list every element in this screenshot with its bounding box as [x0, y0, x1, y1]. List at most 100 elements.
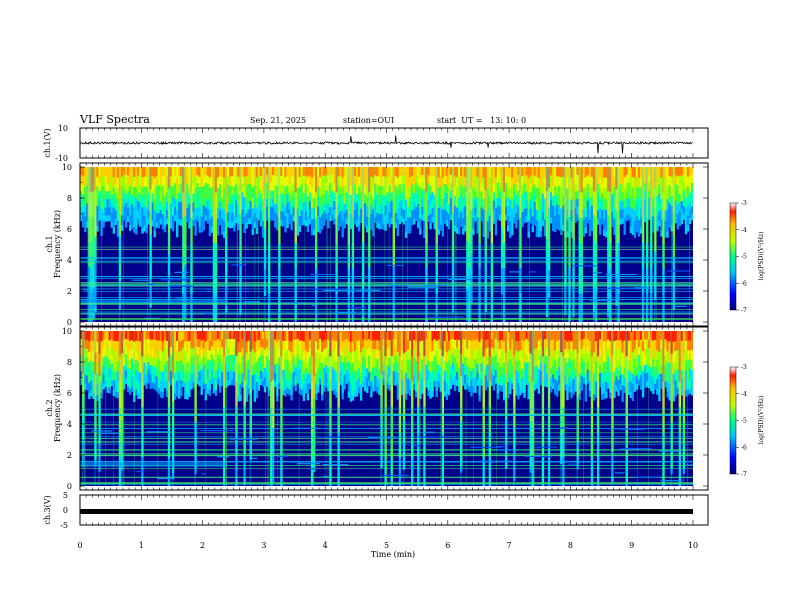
spectrogram-cell	[429, 382, 432, 393]
spectrogram-cell	[323, 184, 326, 194]
spectrogram-cell	[462, 167, 465, 178]
spectrogram-cell	[529, 271, 537, 273]
spectrogram-cell	[406, 167, 410, 178]
spectrogram-cell	[519, 369, 522, 380]
spectrogram-cell	[282, 193, 285, 204]
spectrogram-cell	[458, 340, 461, 350]
spectrogram-cell	[564, 190, 567, 215]
spectrogram-cell	[243, 216, 246, 228]
spectrogram-cell	[596, 381, 600, 408]
spectrogram-cell	[594, 293, 598, 320]
spectrogram-cell	[212, 387, 216, 394]
spectrogram-cell	[145, 382, 148, 389]
spectrogram-cell	[98, 214, 101, 221]
spectrogram-cell	[613, 381, 616, 393]
spectrogram-cell	[257, 357, 261, 368]
spectrogram-cell	[321, 214, 324, 224]
spectrogram-cell	[145, 217, 148, 228]
spectrogram-cell	[110, 167, 113, 177]
spectrogram-cell	[682, 468, 686, 474]
spectrogram-cell	[586, 192, 590, 201]
spectrogram-cell	[274, 339, 277, 349]
spectrogram-cell	[619, 201, 622, 211]
spectrogram-cell	[96, 373, 99, 385]
spectrogram-cell	[110, 380, 113, 387]
spectrogram-cell	[605, 188, 608, 200]
spectrogram-cell	[427, 331, 430, 342]
spectrogram-cell	[190, 217, 193, 244]
spectrogram-cell	[515, 222, 518, 229]
spectrogram-cell	[272, 428, 275, 453]
spectrogram-cell	[586, 183, 590, 193]
spectrogram-cell	[165, 209, 169, 219]
spectrogram-cell	[662, 293, 665, 320]
spectrogram-burst	[82, 331, 84, 486]
spectrogram-cell	[306, 206, 310, 217]
spectrogram-cell	[366, 206, 369, 217]
spectrogram-cell	[194, 229, 197, 236]
spectrogram-cell	[496, 174, 500, 183]
spectrogram-cell	[643, 167, 647, 176]
spectrogram-cell	[511, 208, 514, 220]
spectrogram-cell	[660, 209, 663, 221]
spectrogram-cell	[392, 355, 395, 364]
spectrogram-cell	[143, 355, 146, 364]
spectrogram-cell	[233, 205, 236, 217]
spectrogram-cell	[433, 223, 436, 230]
spectrogram-cell	[347, 371, 351, 382]
spectrogram-cell	[433, 347, 436, 357]
spectrogram-cell	[80, 167, 83, 176]
spectrogram-cell	[116, 188, 120, 200]
spectrogram-cell	[161, 371, 165, 383]
spectrogram-cell	[646, 331, 649, 340]
spectrogram-cell	[214, 380, 218, 391]
spectrogram-cell	[672, 281, 675, 305]
spectrogram-cell	[494, 177, 498, 189]
spectrogram-cell	[171, 176, 175, 187]
spectrogram-cell	[562, 432, 565, 458]
spectrogram-cell	[110, 355, 113, 365]
spectrogram-cell	[235, 217, 238, 224]
spectrogram-cell	[345, 354, 348, 363]
spectrogram-cell	[413, 167, 416, 176]
spectrogram-cell	[574, 340, 577, 350]
spectrogram-cell	[380, 352, 383, 375]
spectrogram-cell	[194, 187, 197, 199]
ch1-waveform-line	[79, 135, 693, 154]
spectrogram-cell	[690, 340, 693, 351]
spectrogram-cell	[539, 220, 543, 232]
spectrogram-cell	[658, 395, 661, 402]
spectrogram-cell	[617, 318, 620, 322]
spectrogram-cell	[386, 365, 389, 375]
spectrogram-cell	[270, 214, 273, 221]
spectrogram-cell	[639, 375, 643, 385]
spectrogram-cell	[646, 318, 649, 322]
spectrogram-cell	[603, 341, 606, 352]
spectrogram-cell	[274, 331, 277, 340]
spectrogram-cell	[421, 359, 424, 370]
spectrogram-cell	[666, 199, 669, 211]
spectrogram-cell	[455, 207, 459, 218]
spectrogram-cell	[578, 341, 581, 353]
spectrogram-cell	[102, 203, 105, 213]
spectrogram-cell	[282, 175, 285, 186]
spectrogram-cell	[601, 201, 604, 211]
spectrogram-cell	[80, 199, 83, 208]
spectrogram-burst	[223, 331, 225, 486]
spectrogram-cell	[198, 196, 201, 208]
spectrogram-cell	[163, 331, 167, 340]
spectrogram-cell	[650, 376, 653, 386]
spectrogram-cell	[609, 371, 612, 383]
spectrogram-cell	[357, 359, 361, 369]
spectrogram-cell	[460, 211, 463, 222]
spectrogram-cell	[359, 200, 363, 210]
spectrogram-cell	[276, 224, 279, 231]
spectrogram-cell	[496, 190, 500, 199]
spectrogram-cell	[413, 209, 416, 219]
spectrogram-cell	[218, 167, 222, 177]
spectrogram-cell	[327, 194, 330, 205]
spectrogram-cell	[437, 339, 440, 349]
spectrogram-cell	[102, 374, 105, 384]
spectrogram-cell	[447, 213, 451, 224]
spectrogram-cell	[118, 212, 122, 236]
